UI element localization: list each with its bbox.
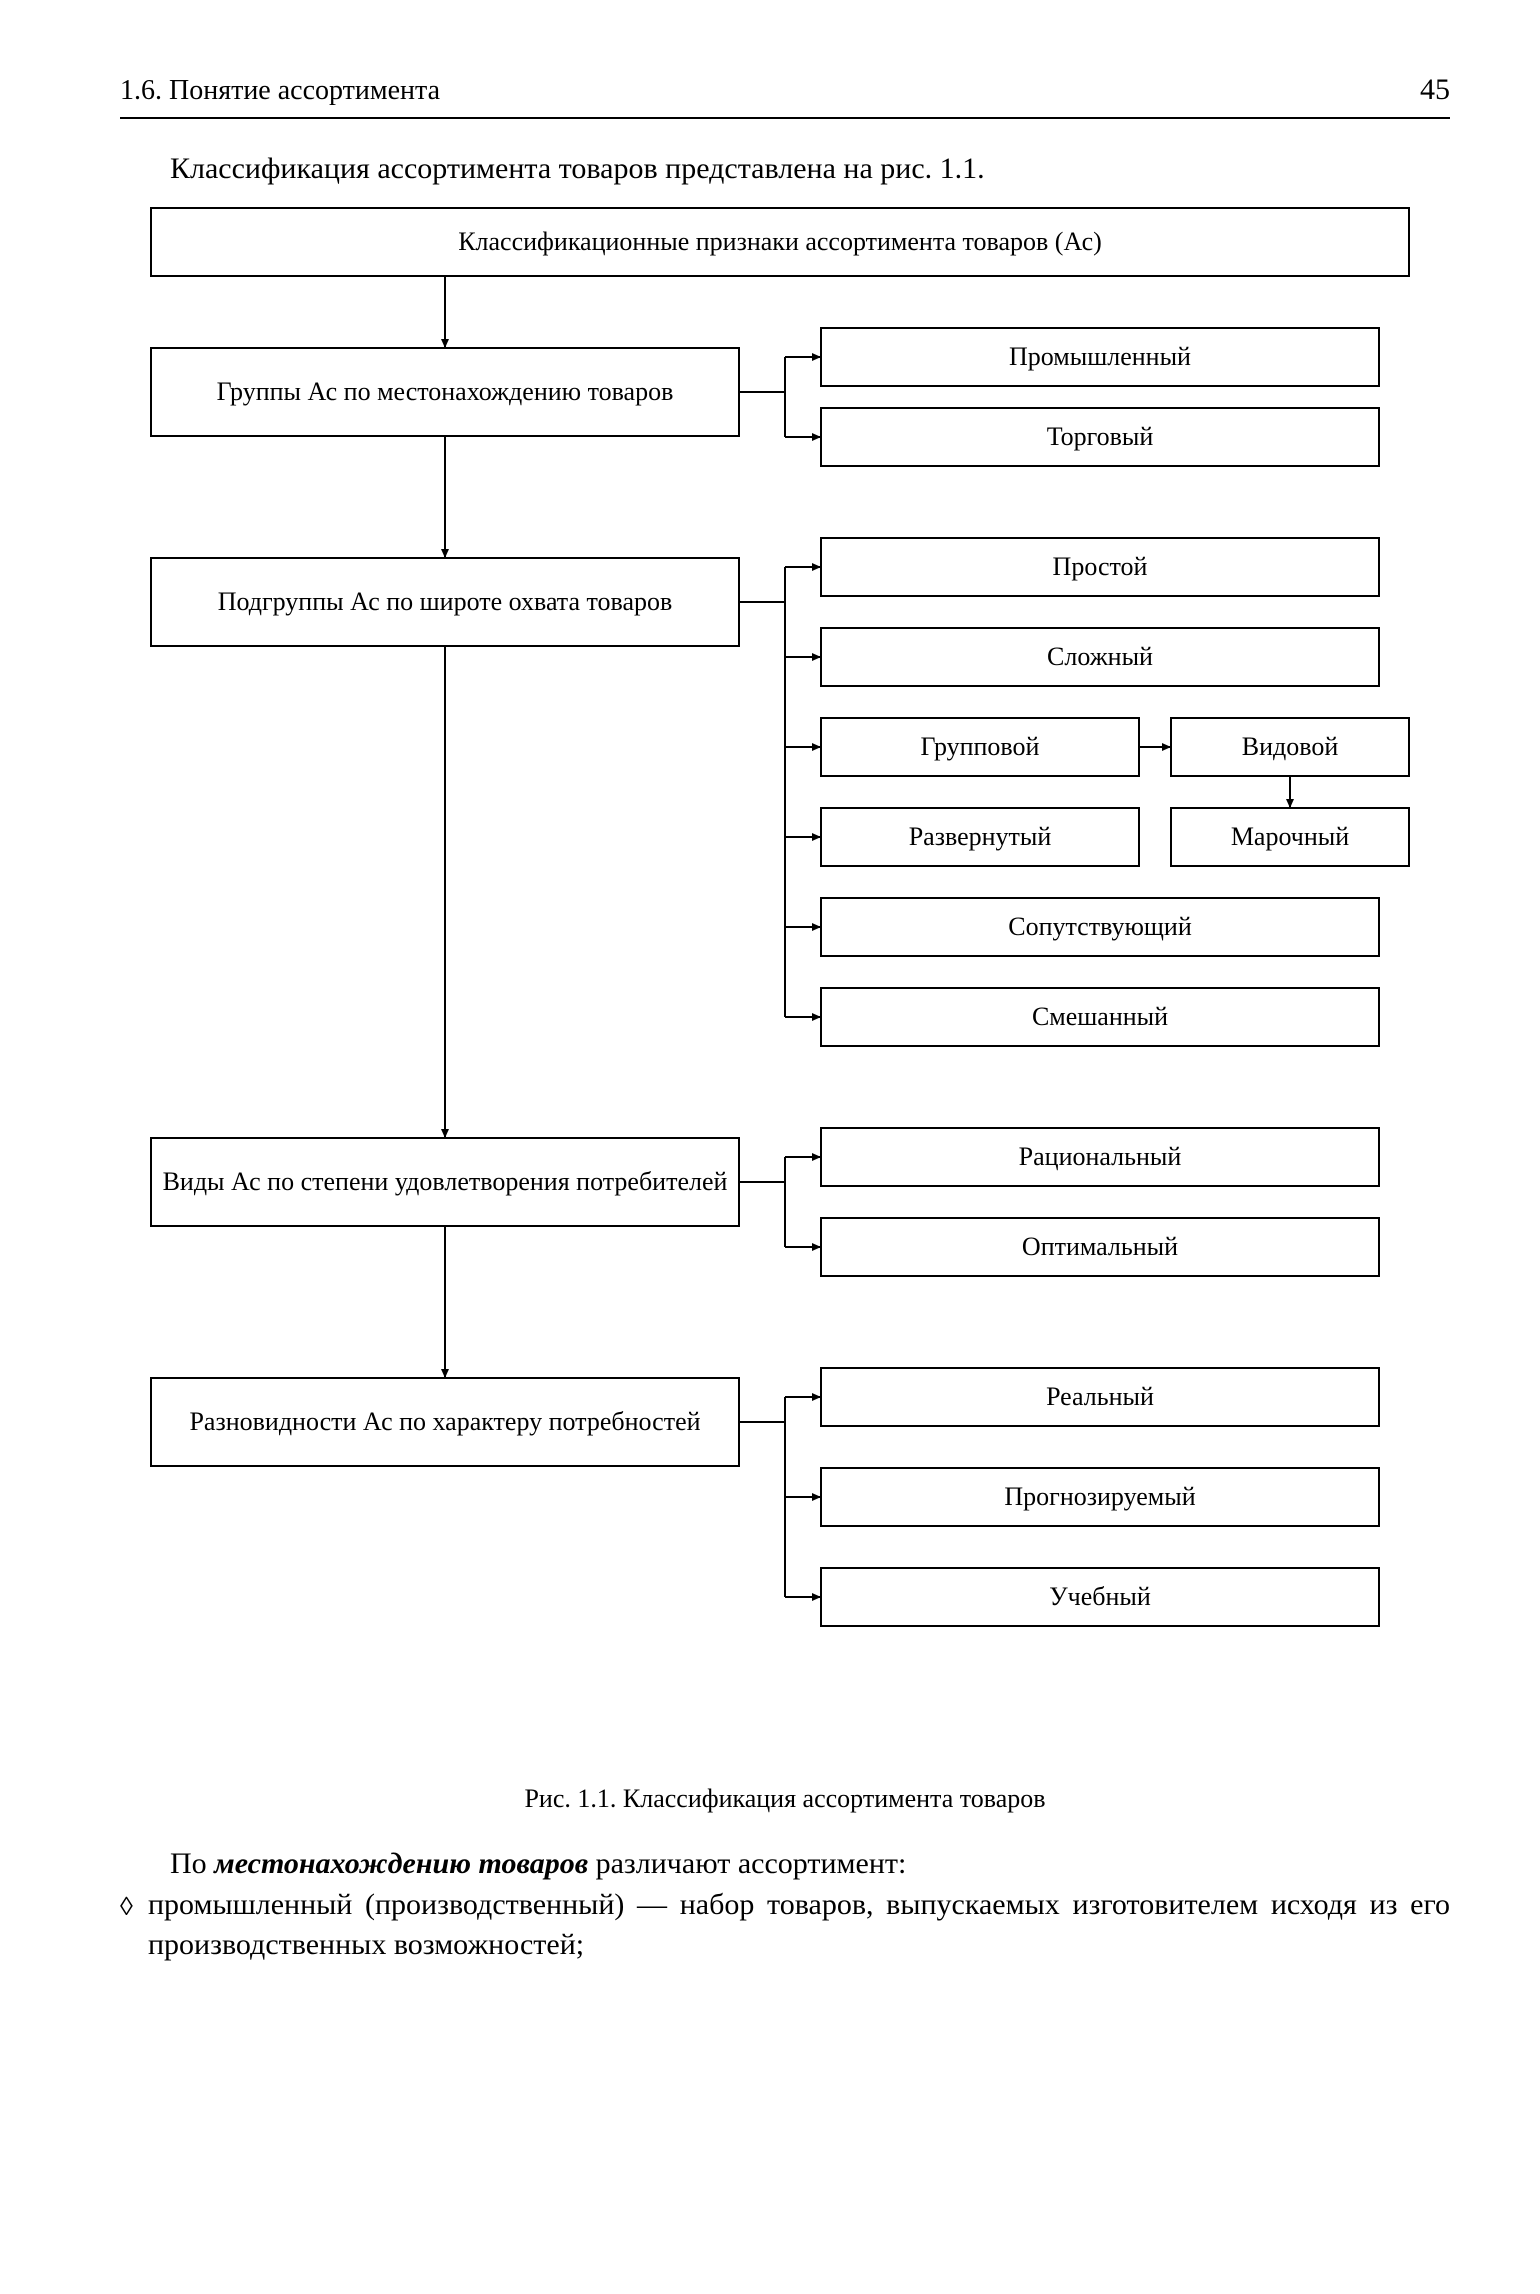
body-line1-term: местонахождению товаров — [214, 1847, 588, 1880]
page-number: 45 — [1420, 70, 1450, 111]
intro-paragraph: Классификация ассортимента товаров предс… — [120, 149, 1450, 190]
diamond-bullet-icon: ◊ — [120, 1885, 148, 1966]
node-group-type: Групповой — [820, 717, 1140, 777]
node-simple: Простой — [820, 537, 1380, 597]
figure-caption: Рис. 1.1. Классификация ассортимента тов… — [120, 1781, 1450, 1816]
bullet-item: ◊ промышленный (производственный) — набо… — [120, 1885, 1450, 1966]
diagram-container: Классификационные признаки ассортимента … — [120, 207, 1440, 1767]
node-species: Видовой — [1170, 717, 1410, 777]
page-header: 1.6. Понятие ассортимента 45 — [120, 70, 1450, 119]
node-trade: Торговый — [820, 407, 1380, 467]
section-title: 1.6. Понятие ассортимента — [120, 72, 440, 110]
node-accompanying: Сопутствующий — [820, 897, 1380, 957]
node-optimal: Оптимальный — [820, 1217, 1380, 1277]
node-educational: Учебный — [820, 1567, 1380, 1627]
bullet-text: промышленный (производственный) — набор … — [148, 1885, 1450, 1966]
node-types-satisfaction: Виды Ас по степени удовлетворения потреб… — [150, 1137, 740, 1227]
node-forecast: Прогнозируемый — [820, 1467, 1380, 1527]
node-complex: Сложный — [820, 627, 1380, 687]
body-line-1: По местонахождению товаров различают асс… — [120, 1844, 1450, 1885]
body-line1-pre: По — [170, 1847, 214, 1880]
body-line1-post: различают ассортимент: — [588, 1847, 906, 1880]
node-subgroup-width: Подгруппы Ас по широте охвата товаров — [150, 557, 740, 647]
node-industrial: Промышленный — [820, 327, 1380, 387]
node-rational: Рациональный — [820, 1127, 1380, 1187]
node-root: Классификационные признаки ассортимента … — [150, 207, 1410, 277]
node-expanded: Развернутый — [820, 807, 1140, 867]
node-brand: Марочный — [1170, 807, 1410, 867]
node-real: Реальный — [820, 1367, 1380, 1427]
node-group-location: Группы Ас по местонахождению товаров — [150, 347, 740, 437]
node-varieties-needs: Разновидности Ас по характеру потребност… — [150, 1377, 740, 1467]
node-mixed: Смешанный — [820, 987, 1380, 1047]
